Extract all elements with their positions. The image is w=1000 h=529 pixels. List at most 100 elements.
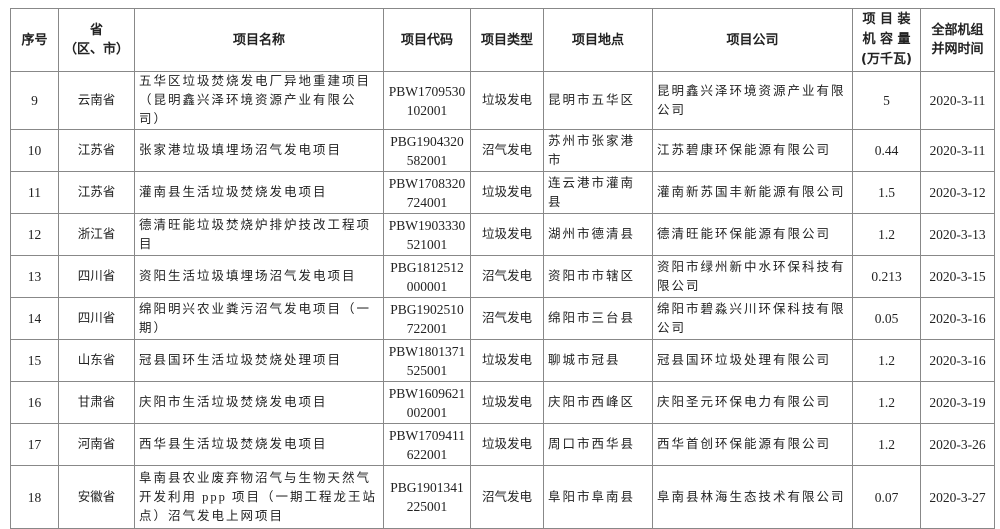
header-capacity: 项 目 装机 容 量 (万千瓦) [852, 8, 921, 72]
cell-capacity: 0.44 [852, 129, 921, 172]
cell-name: 绵阳明兴农业粪污沼气发电项目（一期） [134, 297, 384, 340]
cell-province: 江苏省 [58, 129, 135, 172]
table-row: 9 云南省 五华区垃圾焚烧发电厂异地重建项目（昆明鑫兴泽环境资源产业有限公司） PBW… [10, 71, 995, 130]
cell-no: 17 [10, 423, 59, 466]
cell-type: 垃圾发电 [470, 71, 544, 130]
table-row: 15 山东省 冠县国环生活垃圾焚烧处理项目 PBW1801371525001 垃圾发电聊… [10, 339, 995, 382]
header-name: 项目名称 [134, 8, 384, 72]
cell-location: 苏州市张家港市 [543, 129, 653, 172]
cell-code: PBW1801371525001 [383, 339, 471, 382]
cell-name: 张家港垃圾填埋场沼气发电项目 [134, 129, 384, 172]
cell-time: 2020-3-16 [920, 297, 995, 340]
cell-name: 阜南县农业废弃物沼气与生物天然气开发利用 ppp 项目（一期工程龙王站点）沼气发… [134, 465, 384, 529]
cell-time: 2020-3-27 [920, 465, 995, 529]
cell-capacity: 0.07 [852, 465, 921, 529]
cell-code: PBW1708320724001 [383, 171, 471, 214]
cell-company: 德清旺能环保能源有限公司 [652, 213, 853, 256]
cell-company: 冠县国环垃圾处理有限公司 [652, 339, 853, 382]
cell-no: 10 [10, 129, 59, 172]
cell-no: 16 [10, 381, 59, 424]
cell-name: 冠县国环生活垃圾焚烧处理项目 [134, 339, 384, 382]
cell-type: 垃圾发电 [470, 171, 544, 214]
cell-code: PBG1901341225001 [383, 465, 471, 529]
cell-capacity: 1.2 [852, 423, 921, 466]
cell-name: 五华区垃圾焚烧发电厂异地重建项目（昆明鑫兴泽环境资源产业有限公司） [134, 71, 384, 130]
cell-type: 垃圾发电 [470, 339, 544, 382]
header-time: 全部机组 并网时间 [920, 8, 995, 72]
grid-connection-table: 序号 省（区、市） 项目名称 项目代码 项目类型 项目地点 项目公司 项 目 装… [10, 8, 995, 529]
table-row: 12 浙江省 德清旺能垃圾焚烧炉排炉技改工程项目 PBW1903330521001 垃圾… [10, 213, 995, 256]
cell-time: 2020-3-15 [920, 255, 995, 298]
table-row: 17 河南省 西华县生活垃圾焚烧发电项目 PBW1709411622001 垃圾发电 周口… [10, 423, 995, 466]
cell-code: PBW1709530102001 [383, 71, 471, 130]
table-row: 10 江苏省 张家港垃圾填埋场沼气发电项目 PBG1904320582001 沼气发电苏… [10, 129, 995, 172]
cell-company: 西华首创环保能源有限公司 [652, 423, 853, 466]
cell-capacity: 5 [852, 71, 921, 130]
cell-type: 沼气发电 [470, 465, 544, 529]
header-code: 项目代码 [383, 8, 471, 72]
cell-name: 资阳生活垃圾填埋场沼气发电项目 [134, 255, 384, 298]
cell-code: PBW1903330521001 [383, 213, 471, 256]
header-province: 省（区、市） [58, 8, 135, 72]
cell-province: 河南省 [58, 423, 135, 466]
cell-no: 9 [10, 71, 59, 130]
cell-location: 连云港市灌南县 [543, 171, 653, 214]
cell-company: 江苏碧康环保能源有限公司 [652, 129, 853, 172]
cell-capacity: 1.2 [852, 339, 921, 382]
table-row: 11 江苏省 灌南县生活垃圾焚烧发电项目 PBW1708320724001 垃圾发电 连云… [10, 171, 995, 214]
cell-location: 湖州市德清县 [543, 213, 653, 256]
cell-code: PBW1709411622001 [383, 423, 471, 466]
cell-company: 绵阳市碧淼兴川环保科技有限公司 [652, 297, 853, 340]
cell-type: 沼气发电 [470, 255, 544, 298]
cell-time: 2020-3-19 [920, 381, 995, 424]
cell-type: 沼气发电 [470, 129, 544, 172]
cell-code: PBG1902510722001 [383, 297, 471, 340]
cell-location: 周口市西华县 [543, 423, 653, 466]
cell-province: 江苏省 [58, 171, 135, 214]
cell-code: PBW1609621002001 [383, 381, 471, 424]
cell-location: 庆阳市西峰区 [543, 381, 653, 424]
cell-province: 甘肃省 [58, 381, 135, 424]
cell-no: 12 [10, 213, 59, 256]
table-row: 18 安徽省 阜南县农业废弃物沼气与生物天然气开发利用 ppp 项目（一期工程龙王站… [10, 465, 995, 529]
table-row: 16 甘肃省 庆阳市生活垃圾焚烧发电项目 PBW1609621002001 垃圾发电 庆阳… [10, 381, 995, 424]
cell-company: 资阳市绿州新中水环保科技有限公司 [652, 255, 853, 298]
cell-type: 沼气发电 [470, 297, 544, 340]
cell-company: 阜南县林海生态技术有限公司 [652, 465, 853, 529]
cell-type: 垃圾发电 [470, 213, 544, 256]
cell-capacity: 0.05 [852, 297, 921, 340]
cell-time: 2020-3-16 [920, 339, 995, 382]
header-type: 项目类型 [470, 8, 544, 72]
cell-capacity: 1.2 [852, 213, 921, 256]
cell-time: 2020-3-26 [920, 423, 995, 466]
cell-province: 安徽省 [58, 465, 135, 529]
cell-province: 山东省 [58, 339, 135, 382]
cell-name: 庆阳市生活垃圾焚烧发电项目 [134, 381, 384, 424]
cell-code: PBG1812512000001 [383, 255, 471, 298]
cell-capacity: 1.5 [852, 171, 921, 214]
cell-time: 2020-3-13 [920, 213, 995, 256]
cell-location: 资阳市市辖区 [543, 255, 653, 298]
cell-location: 聊城市冠县 [543, 339, 653, 382]
cell-no: 11 [10, 171, 59, 214]
cell-type: 垃圾发电 [470, 381, 544, 424]
cell-location: 绵阳市三台县 [543, 297, 653, 340]
cell-province: 云南省 [58, 71, 135, 130]
cell-company: 昆明鑫兴泽环境资源产业有限公司 [652, 71, 853, 130]
cell-time: 2020-3-11 [920, 129, 995, 172]
cell-location: 阜阳市阜南县 [543, 465, 653, 529]
header-no: 序号 [10, 8, 59, 72]
cell-type: 垃圾发电 [470, 423, 544, 466]
table-row: 14 四川省 绵阳明兴农业粪污沼气发电项目（一期） PBG1902510722001 沼… [10, 297, 995, 340]
cell-capacity: 0.213 [852, 255, 921, 298]
cell-company: 庆阳圣元环保电力有限公司 [652, 381, 853, 424]
cell-no: 15 [10, 339, 59, 382]
cell-name: 灌南县生活垃圾焚烧发电项目 [134, 171, 384, 214]
cell-code: PBG1904320582001 [383, 129, 471, 172]
cell-time: 2020-3-12 [920, 171, 995, 214]
cell-no: 13 [10, 255, 59, 298]
cell-time: 2020-3-11 [920, 71, 995, 130]
cell-province: 四川省 [58, 255, 135, 298]
header-company: 项目公司 [652, 8, 853, 72]
cell-name: 西华县生活垃圾焚烧发电项目 [134, 423, 384, 466]
